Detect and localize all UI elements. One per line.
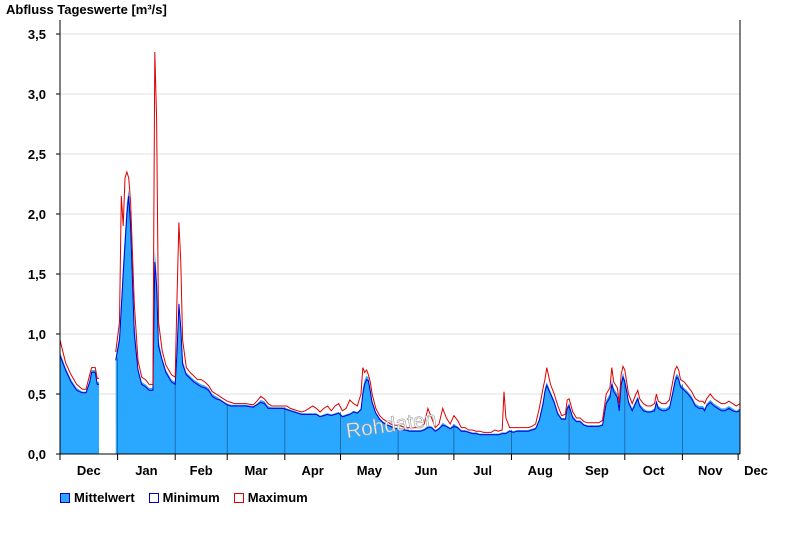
y-tick-label: 3,5 — [28, 27, 46, 42]
x-tick-label: Apr — [301, 463, 323, 478]
x-axis-ticks: Dec Jan Feb Mar Apr May Jun Jul Aug Sep Oct Nov Dec — [59, 454, 768, 478]
minimum-line — [115, 195, 741, 436]
x-tick-label: Jul — [473, 463, 492, 478]
legend-swatch-min — [148, 492, 159, 503]
axes — [59, 20, 741, 455]
y-tick-label: 2,0 — [28, 207, 46, 222]
legend: Mittelwert Minimum Maximum — [60, 490, 308, 505]
minimum-line — [59, 355, 99, 394]
x-tick-label: Feb — [190, 463, 213, 478]
mean-area — [115, 190, 740, 454]
legend-item-min: Minimum — [148, 490, 220, 505]
chart-title: Abfluss Tageswerte [m³/s] — [6, 2, 167, 17]
x-tick-label: Sep — [585, 463, 609, 478]
y-tick-label: 0,0 — [28, 447, 46, 462]
x-tick-label: Nov — [698, 463, 723, 478]
grid-lines — [60, 33, 740, 395]
x-tick-label: Jun — [414, 463, 437, 478]
minimum-line-group — [59, 195, 741, 436]
x-tick-label: Jan — [135, 463, 157, 478]
y-axis-ticks: 0,0 0,5 1,0 1,5 2,0 2,5 3,0 3,5 — [28, 27, 60, 462]
x-tick-label: Oct — [643, 463, 665, 478]
mean-area-group — [60, 190, 740, 454]
maximum-line — [59, 339, 99, 390]
legend-item-max: Maximum — [233, 490, 308, 505]
mean-area — [60, 352, 100, 454]
x-tick-label: Aug — [528, 463, 553, 478]
legend-item-mean: Mittelwert — [60, 490, 135, 505]
y-tick-label: 1,0 — [28, 327, 46, 342]
x-tick-label: Dec — [77, 463, 101, 478]
legend-swatch-max — [233, 492, 244, 503]
x-tick-label: Dec — [744, 463, 768, 478]
legend-label-min: Minimum — [162, 490, 220, 505]
x-tick-label: May — [357, 463, 383, 478]
y-tick-label: 0,5 — [28, 387, 46, 402]
maximum-line-group — [59, 51, 741, 433]
x-tick-label: Mar — [244, 463, 267, 478]
y-tick-label: 3,0 — [28, 87, 46, 102]
maximum-line — [115, 51, 741, 433]
legend-label-mean: Mittelwert — [74, 490, 135, 505]
y-tick-label: 1,5 — [28, 267, 46, 282]
legend-swatch-mean — [60, 492, 70, 503]
y-tick-label: 2,5 — [28, 147, 46, 162]
legend-label-max: Maximum — [247, 490, 308, 505]
